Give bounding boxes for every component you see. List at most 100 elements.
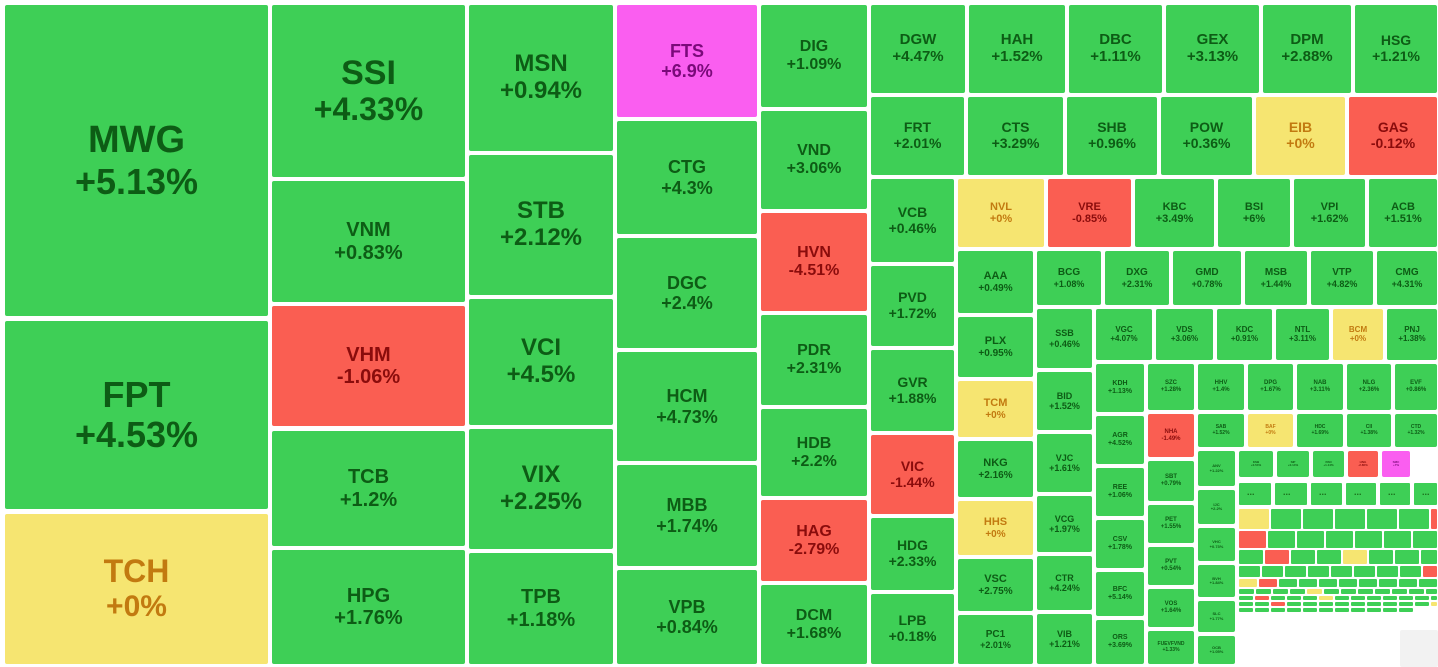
tile-hag[interactable]: HAG -2.79% — [760, 499, 868, 582]
overflow-tile[interactable] — [1425, 588, 1438, 595]
tile-pc1[interactable]: PC1 +2.01% — [957, 614, 1034, 665]
overflow-tile[interactable] — [1254, 607, 1270, 613]
overflow-tile[interactable] — [1286, 601, 1302, 607]
overflow-tile[interactable]: ... — [1345, 482, 1377, 506]
overflow-tile[interactable] — [1302, 601, 1318, 607]
tile-vos[interactable]: VOS +1.64% — [1147, 588, 1195, 628]
overflow-tile[interactable] — [1366, 601, 1382, 607]
overflow-tile[interactable] — [1264, 549, 1290, 565]
tile-mwg[interactable]: MWG +5.13% — [4, 4, 269, 317]
tile-vnd[interactable]: VND +3.06% — [760, 110, 868, 210]
overflow-tile[interactable] — [1318, 607, 1334, 613]
tile-slc[interactable]: SLC +1.77% — [1197, 600, 1236, 633]
tile-vsc[interactable]: VSC +2.75% — [957, 558, 1034, 612]
overflow-tile[interactable] — [1323, 588, 1340, 595]
tile-vhm[interactable]: VHM -1.06% — [271, 305, 466, 427]
tile-tcm[interactable]: TCM +0% — [957, 380, 1034, 438]
tile-ocb[interactable]: OCB +1.05% — [1197, 635, 1236, 665]
tile-bvh[interactable]: BVH +1.84% — [1197, 564, 1236, 598]
tile-fuevfvnd[interactable]: FUEVFVND +1.33% — [1147, 630, 1195, 665]
tile-fpt[interactable]: FPT +4.53% — [4, 320, 269, 510]
overflow-tile[interactable] — [1325, 530, 1354, 549]
tile-bid[interactable]: BID +1.52% — [1036, 371, 1093, 431]
tile-nkg[interactable]: NKG +2.16% — [957, 440, 1034, 498]
tile-vjc[interactable]: VJC +1.61% — [1036, 433, 1093, 493]
tile-gex[interactable]: GEX +3.13% — [1165, 4, 1260, 94]
tile-vib[interactable]: VIB +1.21% — [1036, 613, 1093, 665]
tile-pnj[interactable]: PNJ +1.38% — [1386, 308, 1438, 361]
overflow-tile[interactable] — [1420, 549, 1438, 565]
tile-ors[interactable]: ORS +3.69% — [1095, 619, 1145, 665]
overflow-tile[interactable] — [1350, 595, 1366, 601]
overflow-tile[interactable] — [1383, 530, 1412, 549]
overflow-tile[interactable] — [1357, 588, 1374, 595]
overflow-tile[interactable] — [1270, 607, 1286, 613]
tile-hhv[interactable]: HHV +1.4% — [1197, 363, 1245, 411]
overflow-tile[interactable] — [1414, 595, 1430, 601]
overflow-tile[interactable] — [1350, 607, 1366, 613]
tile-kbc[interactable]: KBC +3.49% — [1134, 178, 1215, 248]
overflow-tile[interactable] — [1286, 595, 1302, 601]
overflow-tile[interactable] — [1270, 595, 1286, 601]
tile-hdg[interactable]: HDG +2.33% — [870, 517, 955, 591]
overflow-tile[interactable] — [1412, 530, 1438, 549]
tile-gas[interactable]: GAS -0.12% — [1348, 96, 1438, 176]
tile-hah[interactable]: HAH +1.52% — [968, 4, 1066, 94]
overflow-tile[interactable]: ... — [1310, 482, 1343, 506]
tile-tch[interactable]: TCH +0% — [4, 513, 269, 665]
tile-hpg[interactable]: HPG +1.76% — [271, 549, 466, 665]
overflow-tile[interactable] — [1366, 508, 1398, 530]
overflow-tile[interactable] — [1334, 607, 1350, 613]
overflow-tile[interactable] — [1254, 595, 1270, 601]
overflow-tile[interactable] — [1302, 595, 1318, 601]
overflow-tile[interactable] — [1368, 549, 1394, 565]
overflow-tile[interactable] — [1408, 588, 1425, 595]
tile-ksb[interactable]: KSB +0.54% — [1238, 450, 1274, 478]
tile-bfc[interactable]: BFC +5.14% — [1095, 571, 1145, 617]
tile-hhs[interactable]: HHS +0% — [957, 500, 1034, 556]
tile-pow[interactable]: POW +0.36% — [1160, 96, 1253, 176]
tile-cts[interactable]: CTS +3.29% — [967, 96, 1064, 176]
overflow-tile[interactable] — [1270, 601, 1286, 607]
overflow-tile[interactable] — [1334, 595, 1350, 601]
overflow-tile[interactable] — [1238, 607, 1254, 613]
overflow-tile[interactable] — [1376, 565, 1399, 578]
tile-dig[interactable]: DIG +1.09% — [760, 4, 868, 108]
tile-pdr[interactable]: PDR +2.31% — [760, 314, 868, 406]
tile-hsg[interactable]: HSG +1.21% — [1354, 4, 1438, 94]
overflow-tile[interactable] — [1302, 607, 1318, 613]
overflow-tile[interactable] — [1318, 578, 1338, 588]
overflow-tile[interactable] — [1307, 565, 1330, 578]
overflow-tile[interactable] — [1318, 601, 1334, 607]
tile-fts[interactable]: FTS +6.9% — [616, 4, 758, 118]
overflow-tile[interactable] — [1342, 549, 1368, 565]
tile-bsi[interactable]: BSI +6% — [1217, 178, 1291, 248]
overflow-tile[interactable] — [1398, 607, 1414, 613]
tile-anv[interactable]: ANV +1.22% — [1197, 450, 1236, 487]
overflow-tile[interactable] — [1338, 578, 1358, 588]
tile-vpi[interactable]: VPI +1.62% — [1293, 178, 1366, 248]
overflow-tile[interactable] — [1238, 588, 1255, 595]
tile-pvt[interactable]: PVT +0.54% — [1147, 546, 1195, 586]
overflow-tile[interactable] — [1354, 530, 1383, 549]
overflow-tile[interactable] — [1334, 601, 1350, 607]
tile-ijc[interactable]: IJC +2.2% — [1197, 489, 1236, 525]
tile-mbb[interactable]: MBB +1.74% — [616, 464, 758, 567]
tile-frt[interactable]: FRT +2.01% — [870, 96, 965, 176]
overflow-tile[interactable] — [1350, 601, 1366, 607]
overflow-tile[interactable]: ... — [1274, 482, 1308, 506]
tile-bcg[interactable]: BCG +1.08% — [1036, 250, 1102, 306]
tile-tpb[interactable]: TPB +1.18% — [468, 552, 614, 665]
tile-dgw[interactable]: DGW +4.47% — [870, 4, 966, 94]
tile-dpg[interactable]: DPG +1.67% — [1247, 363, 1294, 411]
overflow-tile[interactable] — [1366, 607, 1382, 613]
tile-shb[interactable]: SHB +0.96% — [1066, 96, 1158, 176]
tile-szc[interactable]: SZC +1.28% — [1147, 363, 1195, 411]
tile-kdh[interactable]: KDH +1.13% — [1095, 363, 1145, 413]
overflow-tile[interactable]: ... — [1413, 482, 1438, 506]
overflow-tile[interactable] — [1374, 588, 1391, 595]
overflow-tile[interactable] — [1382, 601, 1398, 607]
overflow-tile[interactable] — [1382, 595, 1398, 601]
overflow-tile[interactable] — [1238, 578, 1258, 588]
tile-eib[interactable]: EIB +0% — [1255, 96, 1346, 176]
